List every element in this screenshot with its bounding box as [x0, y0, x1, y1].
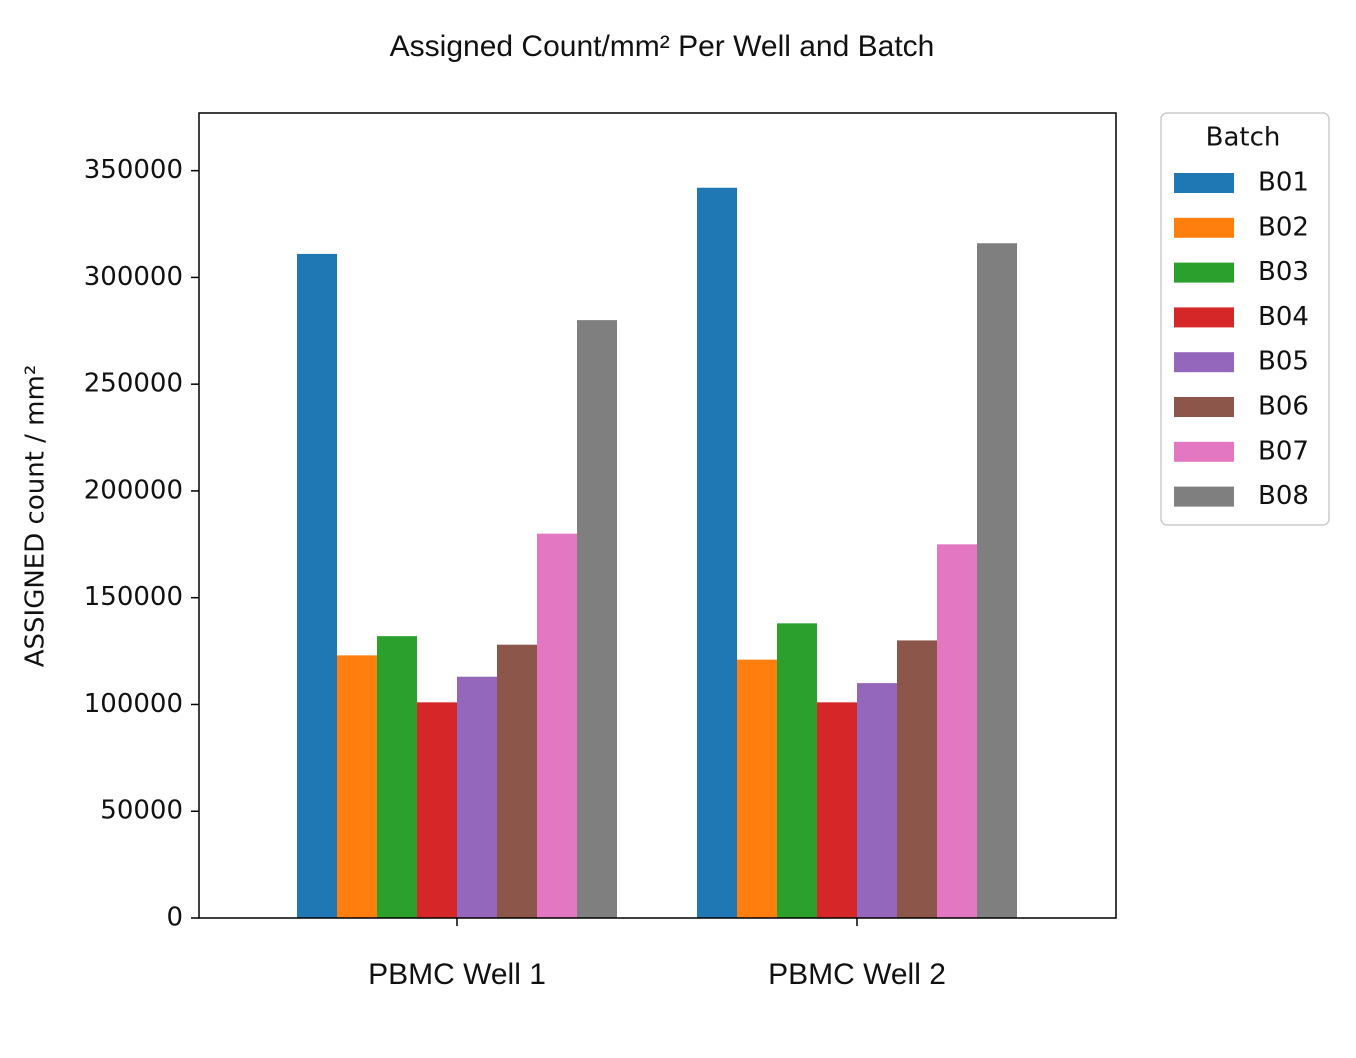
legend-swatch: [1174, 397, 1234, 417]
y-tick-label: 100000: [84, 689, 183, 719]
bar: [737, 659, 777, 918]
legend-box: [1160, 112, 1330, 526]
bar: [577, 320, 617, 918]
y-tick-label: 0: [166, 903, 183, 933]
y-tick-label: 250000: [84, 369, 183, 399]
bar: [457, 676, 497, 918]
bar: [297, 253, 337, 919]
bar: [497, 644, 537, 918]
legend-swatch: [1174, 307, 1234, 328]
legend-swatch: [1174, 352, 1234, 373]
legend-label: B07: [1258, 436, 1309, 466]
y-tick-label: 350000: [84, 155, 183, 185]
bar: [857, 683, 897, 918]
y-tick-label: 50000: [100, 796, 183, 826]
bar: [937, 544, 977, 918]
legend-label: B05: [1258, 347, 1309, 377]
bar: [417, 702, 457, 918]
legend-swatch: [1174, 486, 1234, 507]
legend-swatch: [1174, 173, 1234, 193]
legend-swatch: [1174, 217, 1234, 238]
bar: [377, 636, 417, 918]
legend-title: Batch: [1206, 123, 1281, 153]
legend-swatch: [1174, 441, 1234, 462]
bar: [777, 623, 817, 918]
bar: [697, 187, 737, 918]
x-tick-label: PBMC Well 1: [368, 958, 546, 991]
y-tick-label: 150000: [84, 582, 183, 612]
legend-label: B04: [1258, 302, 1309, 332]
plot-frame: [198, 112, 1117, 919]
bar: [977, 243, 1017, 919]
y-tick-label: 300000: [84, 262, 183, 292]
legend-label: B08: [1258, 481, 1309, 511]
bar: [897, 640, 937, 918]
bar: [817, 702, 857, 918]
bar: [337, 655, 377, 918]
legend-swatch: [1174, 262, 1234, 283]
y-axis-label: ASSIGNED count / mm²: [21, 365, 51, 668]
bar: [537, 533, 577, 918]
x-tick-label: PBMC Well 2: [768, 958, 946, 991]
legend-label: B03: [1258, 257, 1309, 287]
y-tick-label: 200000: [84, 475, 183, 505]
legend-label: B01: [1258, 168, 1309, 198]
legend-label: B06: [1258, 392, 1309, 422]
chart-title: Assigned Count/mm² Per Well and Batch: [390, 30, 935, 63]
legend-label: B02: [1258, 212, 1309, 242]
legend: Batch B01 B02 B03 B04 B05 B06 B07 B08: [1160, 112, 1330, 526]
